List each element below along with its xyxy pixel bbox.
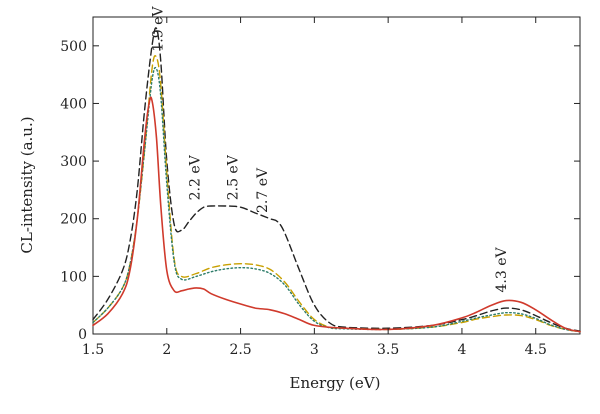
- series-layer: [92, 27, 581, 333]
- y-tick-label: 100: [60, 269, 87, 285]
- ticks-layer: 1.5 2 2.5 3 3.5 4 4.5 0 100 200 300 400 500: [60, 17, 580, 358]
- annotation-label: 2.7 eV: [255, 167, 271, 213]
- annotation-label: 2.2 eV: [187, 154, 203, 200]
- x-tick-label: 2: [162, 342, 171, 358]
- y-tick-label: 0: [78, 327, 87, 343]
- y-axis-label: CL-intensity (a.u.): [18, 116, 36, 253]
- x-tick-label: 1.5: [82, 342, 104, 358]
- annotation-label: 1.9 eV: [150, 6, 166, 52]
- x-tick-label: 4.5: [525, 342, 547, 358]
- annotation-layer: 1.9 eV 2.2 eV 2.5 eV 2.7 eV 4.3 eV: [150, 6, 510, 293]
- x-tick-label: 2.5: [229, 342, 251, 358]
- y-tick-label: 200: [60, 212, 87, 228]
- x-tick-label: 3.5: [377, 342, 399, 358]
- y-tick-label: 300: [60, 154, 87, 170]
- y-tick-label: 500: [60, 39, 87, 55]
- plot-frame: [92, 16, 581, 335]
- annotation-label: 4.3 eV: [494, 246, 510, 292]
- plot-area-border: [92, 16, 581, 335]
- annotation-label: 2.5 eV: [226, 154, 242, 200]
- series-line-4: [92, 96, 581, 333]
- x-tick-label: 4: [457, 342, 466, 358]
- x-tick-label: 3: [310, 342, 319, 358]
- y-tick-label: 400: [60, 96, 87, 112]
- x-axis-label: Energy (eV): [290, 374, 381, 392]
- series-line-1: [92, 27, 581, 332]
